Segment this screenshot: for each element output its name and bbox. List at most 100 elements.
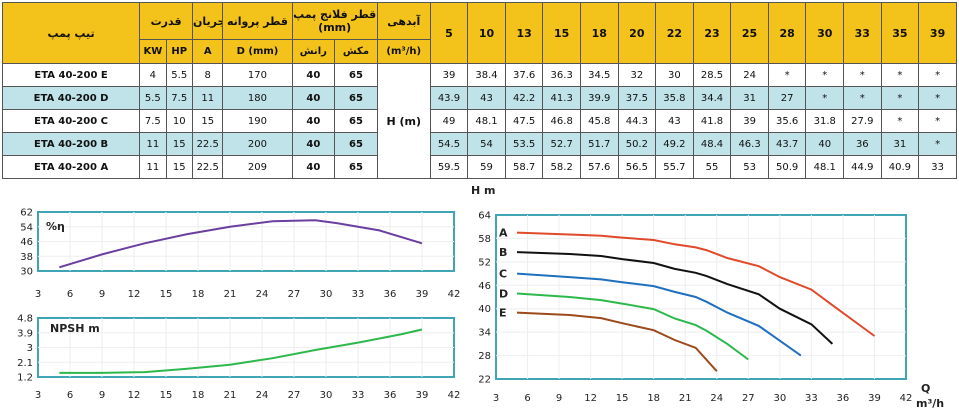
row-hp: 10	[165, 109, 193, 133]
x-tick-label: 42	[448, 289, 461, 300]
x-tick-label: 27	[288, 289, 301, 300]
curve-label-d: D	[499, 287, 508, 300]
y-tick-label: 4.8	[17, 314, 33, 325]
x-tick-label: 24	[710, 393, 723, 404]
row-value: 46.8	[542, 109, 581, 133]
row-value: 50.2	[617, 132, 657, 156]
y-tick-label: 3	[27, 343, 33, 354]
row-suction: 65	[334, 155, 378, 179]
curve-b	[516, 251, 834, 345]
x-tick-label: 3	[493, 393, 499, 404]
row-value: 40.9	[880, 155, 920, 179]
row-suction: 65	[334, 109, 378, 133]
row-value: 43	[467, 86, 506, 110]
row-suction: 65	[334, 86, 378, 110]
y-tick-label: 58	[478, 234, 491, 245]
x-tick-label: 33	[352, 390, 365, 401]
header-kw: KW	[139, 39, 167, 64]
flow-col: 15	[542, 2, 581, 64]
efficiency-curve	[59, 219, 423, 269]
row-value: 51.7	[579, 132, 619, 156]
flow-col: 33	[843, 2, 882, 64]
curve-a	[516, 231, 876, 337]
row-current: 11	[191, 86, 224, 110]
table-row: ETA 40-200 A 11 15 22.5 209 40 65 59.5 59 58.7 58.…	[1, 155, 957, 179]
x-tick-label: 42	[448, 390, 461, 401]
row-value: 46.3	[730, 132, 769, 156]
row-model: ETA 40-200 C	[1, 109, 141, 133]
x-tick-label: 3	[35, 390, 41, 401]
performance-table: تیپ پمپ قدرت جریان قطر پروانه قطر فلانج …	[1, 2, 957, 179]
row-suction: 65	[334, 132, 378, 156]
x-tick-label: 18	[192, 390, 205, 401]
curve-e	[516, 311, 718, 372]
y-tick-label: 38	[20, 252, 33, 263]
x-tick-label: 24	[256, 390, 269, 401]
y-tick-label: 1.2	[17, 373, 33, 384]
x-tick-label: 24	[256, 289, 269, 300]
row-value: 33	[918, 155, 957, 179]
row-impeller: 170	[222, 63, 293, 87]
y-tick-label: 64	[478, 211, 491, 222]
row-kw: 11	[139, 132, 167, 156]
row-value: 43.7	[767, 132, 807, 156]
row-value: 52.7	[542, 132, 581, 156]
row-value: 44.3	[617, 109, 657, 133]
row-hp: 15	[165, 155, 193, 179]
x-tick-label: 39	[868, 393, 881, 404]
flow-col: 35	[880, 2, 920, 64]
x-tick-label: 27	[742, 393, 755, 404]
row-hp: 15	[165, 132, 193, 156]
x-tick-label: 30	[773, 393, 786, 404]
x-tick-label: 21	[224, 289, 237, 300]
x-tick-label: 36	[837, 393, 850, 404]
npsh-chart: 3 6 9 12 15 18 21 24 27 30 33 36 39 421.22.133.94.8NP…	[17, 314, 460, 402]
efficiency-label: %η	[46, 220, 65, 233]
row-value: 37.6	[504, 63, 544, 87]
row-value: 41.8	[692, 109, 732, 133]
flow-col: 5	[429, 2, 469, 64]
row-value: 31	[730, 86, 769, 110]
row-value: 35.8	[655, 86, 694, 110]
x-tick-label: 9	[556, 393, 562, 404]
x-tick-label: 12	[128, 390, 141, 401]
x-tick-label: 18	[647, 393, 660, 404]
flow-col: 25	[730, 2, 769, 64]
row-value: 54.5	[429, 132, 469, 156]
curve-d	[516, 292, 749, 361]
row-value: 55.7	[655, 155, 694, 179]
row-value: 42.2	[504, 86, 544, 110]
row-model: ETA 40-200 A	[1, 155, 141, 179]
x-tick-label: 15	[160, 390, 173, 401]
row-value: 36	[843, 132, 882, 156]
x-tick-label: 6	[524, 393, 530, 404]
row-discharge: 40	[291, 86, 336, 110]
row-value: 39	[429, 63, 469, 87]
row-value: 56.5	[617, 155, 657, 179]
x-axis-label: Q	[921, 382, 930, 395]
x-tick-label: 33	[805, 393, 818, 404]
row-value: *	[918, 132, 957, 156]
row-value: 53	[730, 155, 769, 179]
npsh-label: NPSH m	[50, 322, 100, 335]
row-value: 57.6	[579, 155, 619, 179]
row-discharge: 40	[291, 63, 336, 87]
row-value: 40	[805, 132, 845, 156]
x-tick-label: 27	[288, 390, 301, 401]
row-value: *	[805, 86, 845, 110]
curve-label-a: A	[499, 227, 508, 240]
y-tick-label: 52	[478, 257, 491, 268]
x-tick-label: 39	[416, 390, 429, 401]
row-value: 43	[655, 109, 694, 133]
x-tick-label: 9	[99, 390, 105, 401]
row-model: ETA 40-200 E	[1, 63, 141, 87]
x-tick-label: 30	[320, 289, 333, 300]
row-hp: 5.5	[165, 63, 193, 87]
row-value: 43.9	[429, 86, 469, 110]
flow-col: 10	[467, 2, 506, 64]
header-hp: HP	[165, 39, 193, 64]
row-discharge: 40	[291, 155, 336, 179]
row-suction: 65	[334, 63, 378, 87]
x-tick-label: 18	[192, 289, 205, 300]
